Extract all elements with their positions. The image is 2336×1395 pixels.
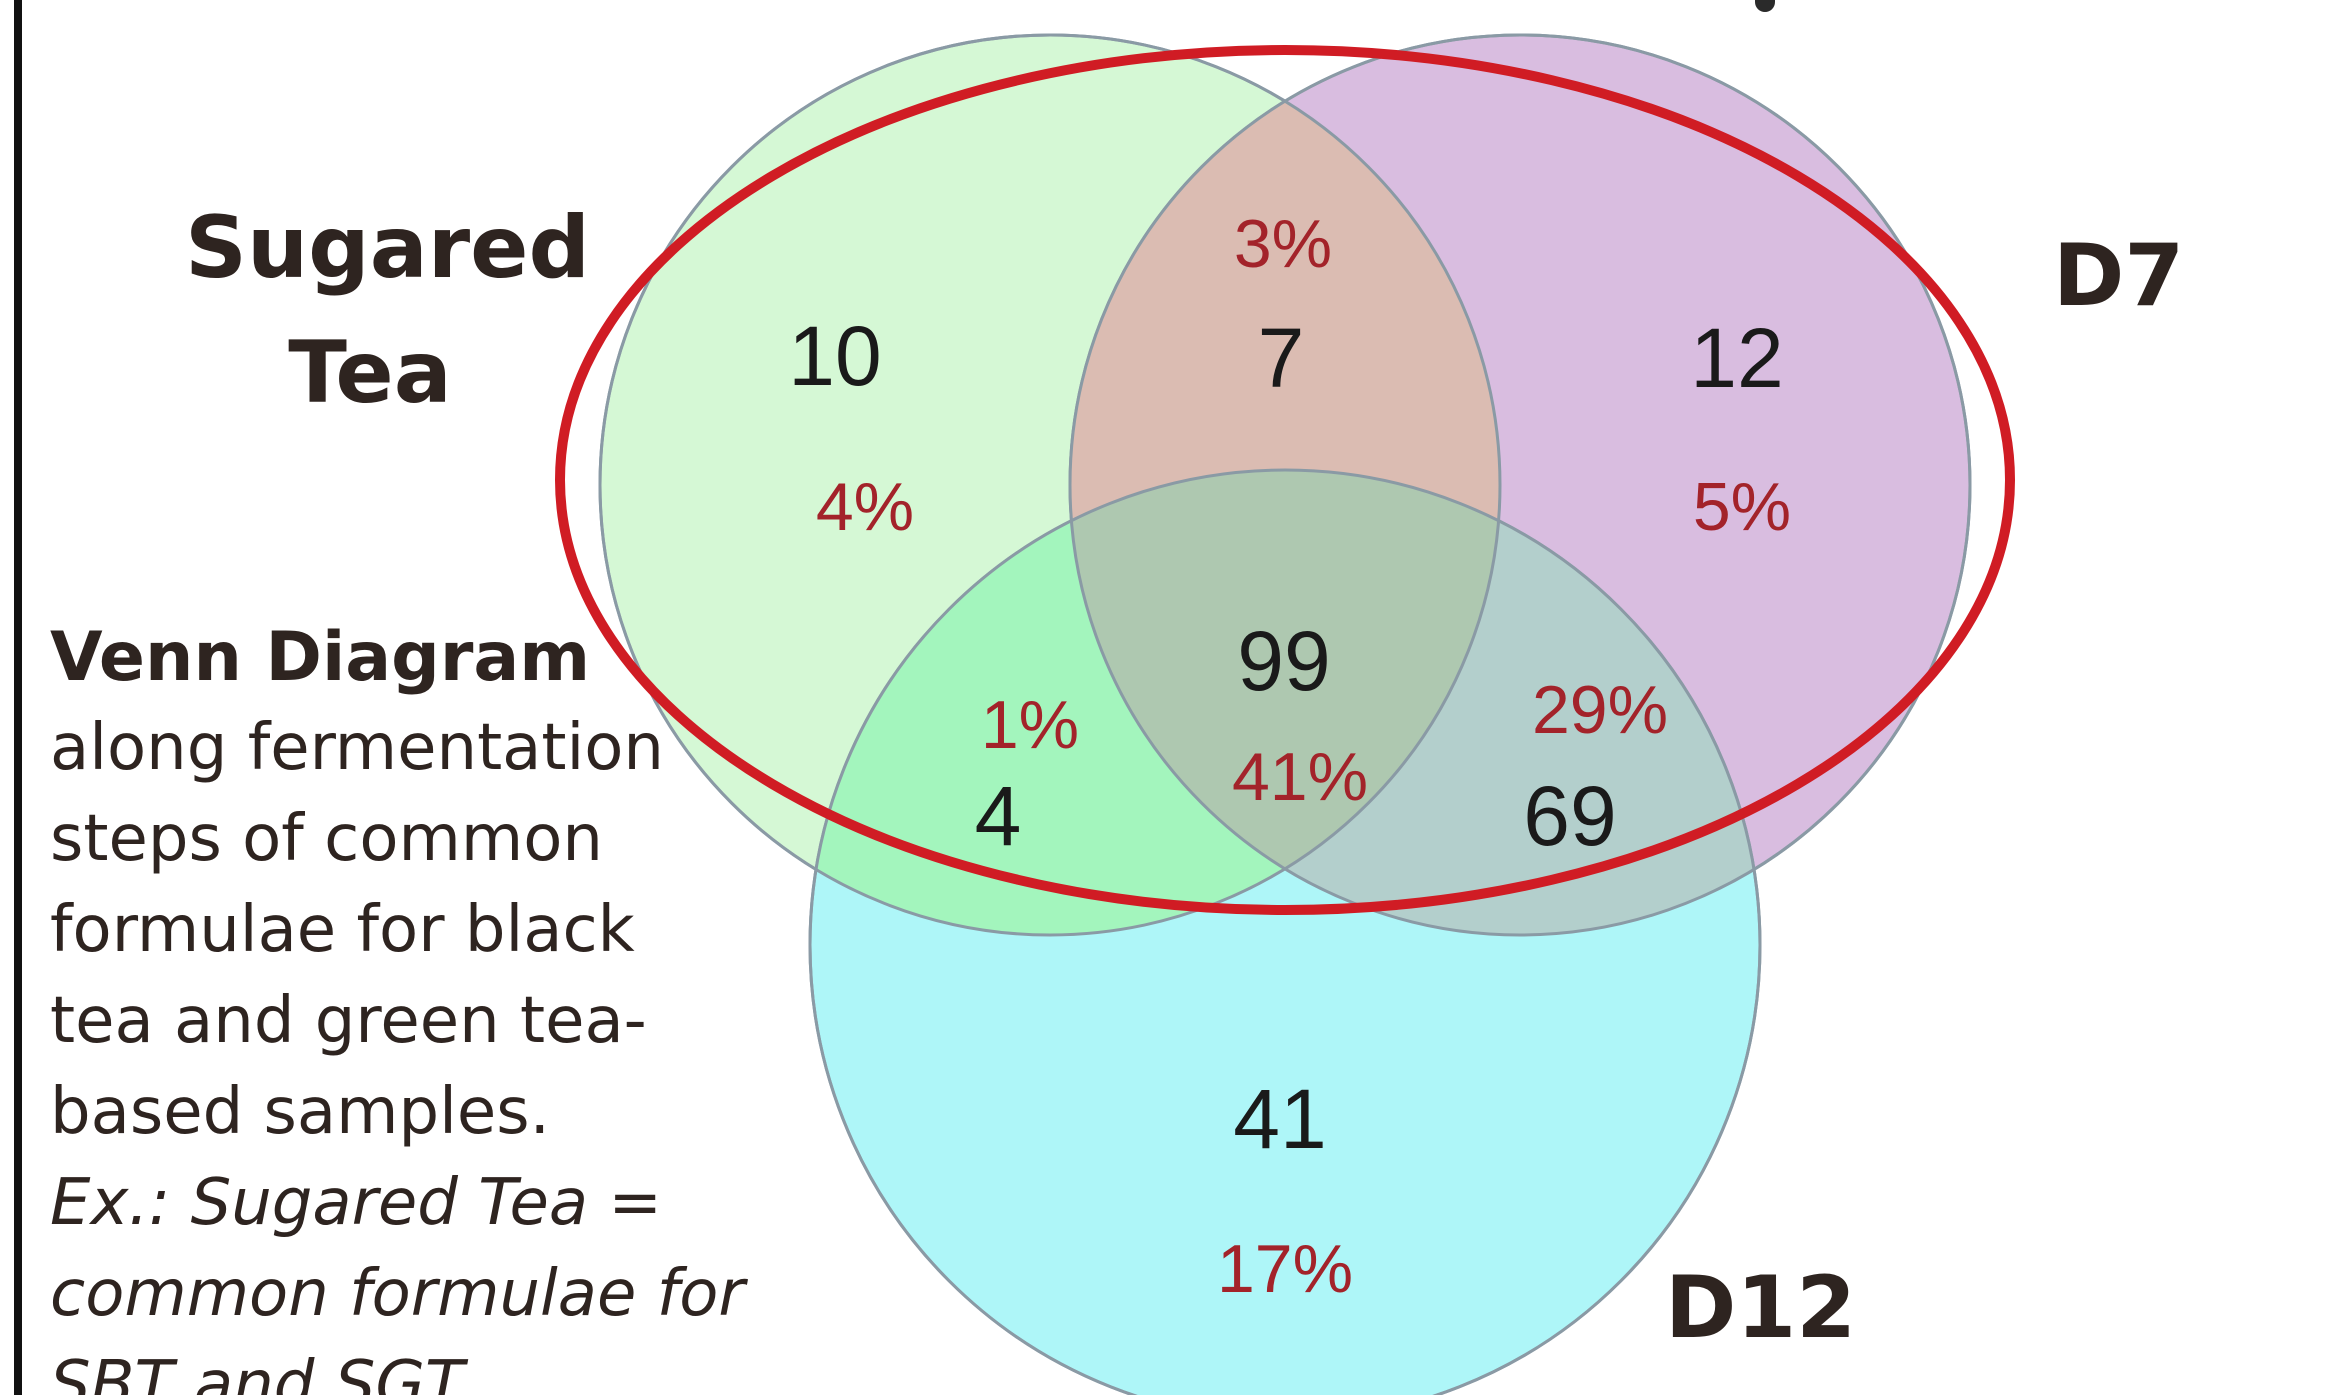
count-sugared-tea-and-d7: 7 <box>1258 311 1305 405</box>
percent-sugared-tea-and-d7: 3% <box>1234 206 1332 282</box>
red-highlight-ellipse <box>555 45 2015 915</box>
caption-title: Venn Diagram <box>50 618 591 697</box>
count-d12-only: 41 <box>1233 1072 1326 1166</box>
region-values: 10 4% 3% 7 12 5% 99 41% 1% 4 29% 69 41 1… <box>788 206 1791 1307</box>
overlap-st-d12 <box>810 470 1500 935</box>
percent-d7-only: 5% <box>1693 469 1791 545</box>
set-label-d7: D7 <box>2053 226 2185 326</box>
count-sugared-tea-only: 10 <box>788 309 881 403</box>
count-d7-only: 12 <box>1690 311 1783 405</box>
cropped-glyph-fragment <box>1755 0 1775 12</box>
count-d7-and-d12: 69 <box>1523 769 1616 863</box>
sugared-tea-outline <box>598 33 1502 937</box>
percent-all-three: 41% <box>1232 739 1368 815</box>
set-label-sugared-tea: Sugared Tea <box>185 198 591 423</box>
d12-outline <box>808 468 1762 1395</box>
count-sugared-tea-and-d12: 4 <box>975 769 1022 863</box>
caption-example: Ex.: Sugared Tea = common formulae for S… <box>50 1166 745 1395</box>
percent-sugared-tea-only: 4% <box>816 469 914 545</box>
percent-sugared-tea-and-d12: 1% <box>981 687 1079 763</box>
percent-d7-and-d12: 29% <box>1532 672 1668 748</box>
overlap-d7-d12 <box>1070 470 1760 935</box>
set-circles <box>598 33 1972 1395</box>
left-border-line <box>14 0 22 1395</box>
caption-body: along fermentation steps of common formu… <box>50 711 664 1149</box>
figure-caption: Venn Diagram along fermentation steps of… <box>50 612 750 1395</box>
set-label-d12: D12 <box>1665 1258 1857 1358</box>
percent-d12-only: 17% <box>1217 1231 1353 1307</box>
count-all-three: 99 <box>1237 614 1330 708</box>
d7-outline <box>1068 33 1972 937</box>
